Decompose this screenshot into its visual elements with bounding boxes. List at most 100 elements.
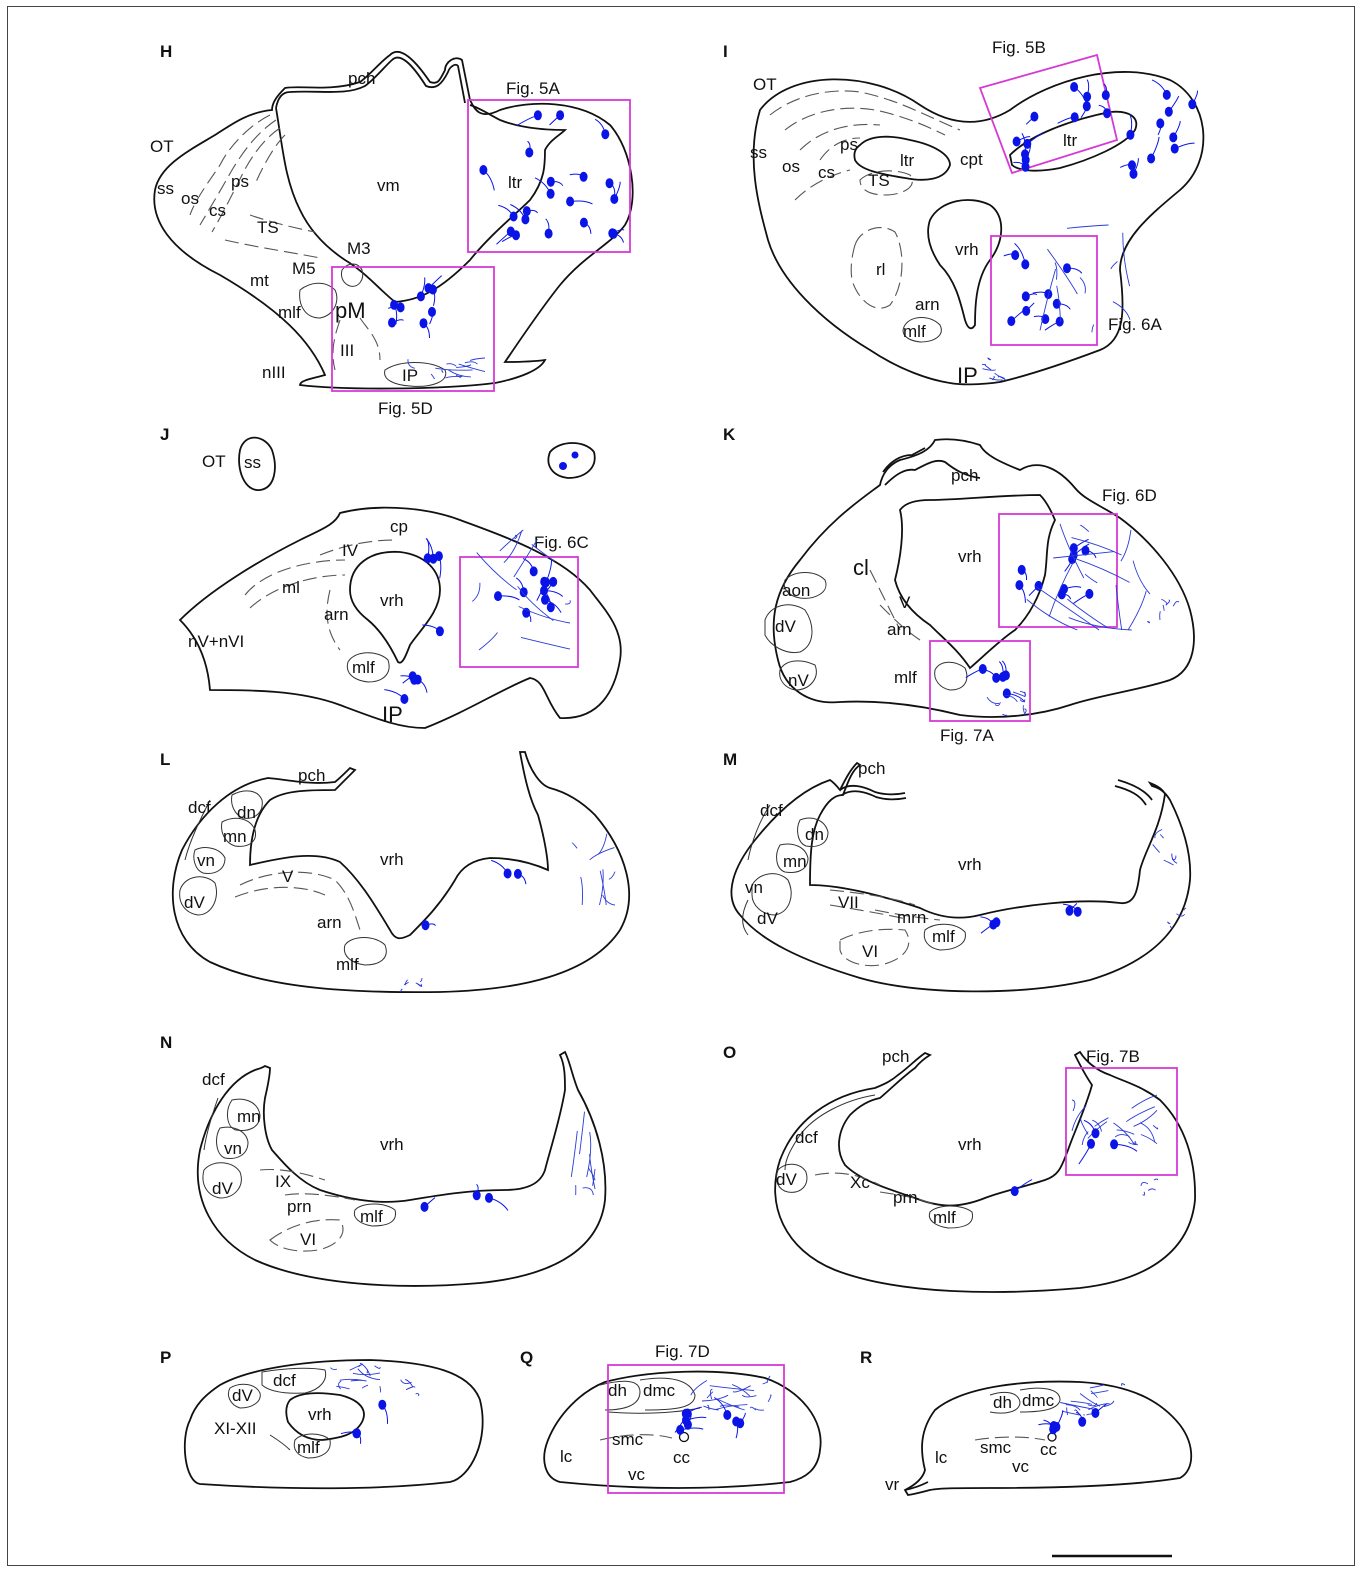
fiber-strand [690,1380,708,1396]
neuron-process [510,204,526,220]
label-m-mrn: mrn [897,908,926,927]
fiber-strand [1110,261,1118,270]
neuron-cluster-p-lateral [378,1399,389,1424]
box-label-fig-5d: Fig. 5D [378,399,433,418]
panel-m-outline [730,761,1192,993]
neuron-process [1174,142,1195,150]
fiber-strand [982,368,996,371]
neuron-process [476,1184,479,1196]
panel-letter-p: P [160,1348,171,1367]
panel-letter-m: M [723,750,737,769]
fiber-strand [1116,1129,1135,1135]
fiber-strand [1152,1125,1159,1130]
fiber-cluster-h-ip [407,357,486,380]
neuron-process [1003,253,1016,257]
fiber-strand [1059,523,1085,579]
neuron-process [526,612,532,622]
neuron-process [1013,161,1026,168]
neuron-process [1150,136,1160,159]
neuron-process [1103,83,1107,96]
neuron-process [517,873,527,885]
neuron-process [417,679,428,693]
fiber-strand [405,1379,414,1388]
neuron-process [545,218,550,234]
fiber-strand [1142,1191,1146,1196]
neuron-process [1078,1143,1092,1165]
label-r-cc: cc [1040,1440,1058,1459]
label-j-nvnvi: nV+nVI [188,632,244,651]
fiber-strand [1066,224,1109,229]
fiber-strand [706,1404,710,1411]
neuron-process [1021,133,1026,155]
neuron-process [1025,116,1035,125]
fiber-strand [1090,1390,1109,1394]
label-q-dmc: dmc [643,1381,676,1400]
neuron-process [483,169,495,191]
label-m-dcf: dcf [760,801,783,820]
panel-r: R dh dmc lc smc cc vc vr [860,1348,1193,1496]
fiber-strand [1026,599,1078,631]
label-l-dcf: dcf [188,798,211,817]
label-p-vrh: vrh [308,1405,332,1424]
fiber-strand [338,1380,342,1390]
fiber-strand [1089,1384,1105,1389]
neuron-process [1172,121,1181,138]
label-r-smc: smc [980,1438,1012,1457]
neuron-process [1016,136,1031,142]
label-i-mlf: mlf [903,322,926,341]
box-label-fig-6a: Fig. 6A [1108,315,1163,334]
neuron-process [1075,1411,1083,1422]
box-fig-7d [607,1364,785,1494]
fiber-strand [994,702,1001,706]
neuron-process [1129,114,1133,135]
neuron-process [1073,539,1089,549]
fiber-strand [379,1386,381,1393]
neuron-process [438,555,442,579]
neuron-process [612,229,625,234]
neuron-cluster-l-mid [421,920,436,931]
fiber-strand [374,1365,381,1369]
fiber-strand [716,1398,745,1411]
panel-letter-n: N [160,1033,172,1052]
fiber-cluster-k-far [1159,598,1180,621]
label-n-mn: mn [237,1107,261,1126]
fiber-strand [352,1372,381,1376]
fiber-strand [1012,691,1026,698]
fiber-strand [1140,1134,1158,1145]
fiber-strand [417,983,423,987]
label-j-mlf: mlf [352,658,375,677]
fiber-strand [984,364,992,371]
label-j-arn: arn [324,605,349,624]
label-n-vi: VI [300,1230,316,1249]
neuron-process [980,921,997,934]
neuron-process [536,581,545,601]
fiber-strand [513,538,538,578]
fiber-strand [1147,1188,1156,1191]
label-r-lc: lc [935,1448,948,1467]
label-k-dv: dV [775,617,796,636]
neuron-process [391,319,404,324]
label-h-ot: OT [150,137,174,156]
neuron-process [400,675,415,681]
fiber-strand [472,582,481,602]
label-m-mlf: mlf [932,927,955,946]
neuron-process [1133,158,1139,175]
box-label-fig-5b: Fig. 5B [992,38,1046,57]
neuron-process [497,595,520,601]
panel-letter-k: K [723,425,736,444]
neuron-process [998,661,1004,677]
fiber-strand [1112,301,1131,320]
label-j-ss: ss [244,453,261,472]
box-fig-6a [990,235,1098,346]
label-n-vrh: vrh [380,1135,404,1154]
panel-h-ventricle [275,104,568,303]
neuron-cluster-h-tectum [479,110,625,245]
label-l-mlf: mlf [336,955,359,974]
fiber-strand [1159,834,1164,839]
neuron-process [1001,660,1007,676]
label-n-prn: prn [287,1197,312,1216]
neuron-process [609,182,616,195]
fiber-strand [1083,1413,1085,1416]
fiber-strand [441,370,444,373]
neuron-process [426,538,430,559]
